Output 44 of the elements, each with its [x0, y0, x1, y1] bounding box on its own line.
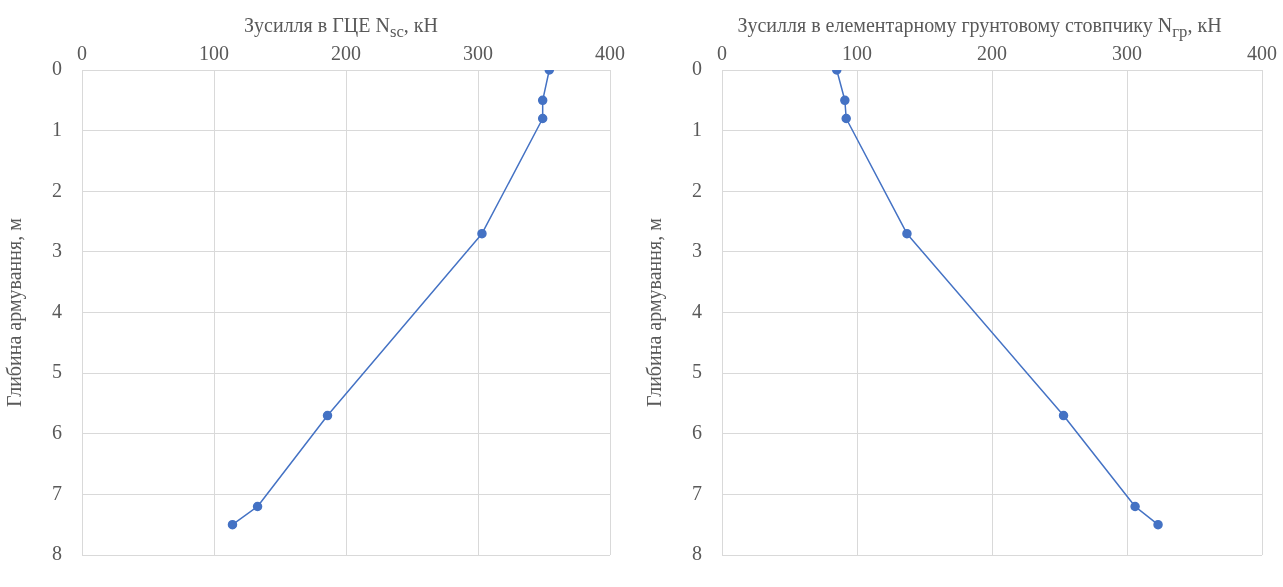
y-tick-label: 2: [52, 178, 62, 201]
y-axis-title: Глибина армування, м: [3, 217, 27, 407]
y-tick-label: 0: [52, 57, 62, 80]
point: [537, 113, 548, 124]
point: [902, 228, 912, 239]
x-tick-label: 200: [331, 42, 361, 65]
y-axis-title: Глибина армування, м: [643, 217, 667, 407]
x-tick-label: 100: [199, 42, 229, 65]
y-tick-label: 1: [52, 117, 62, 140]
y-tick-label: 3: [692, 239, 702, 262]
x-tick-label: 400: [1247, 42, 1277, 65]
x-axis-title: Зусилля в ГЦЕ N$_{sc}$, кН: [243, 14, 439, 42]
y-tick-label: 1: [692, 117, 702, 140]
y-tick-label: 6: [692, 421, 702, 443]
point: [1153, 519, 1163, 530]
y-tick-label: 8: [692, 542, 702, 565]
y-tick-label: 7: [52, 481, 62, 504]
point: [841, 113, 851, 124]
point: [1130, 501, 1140, 512]
y-tick-label: 4: [692, 299, 702, 322]
y-tick-label: 7: [692, 481, 702, 504]
x-axis-title: Зусилля в елементарному грунтовому стовпчику N$_{гр}$, кН: [736, 14, 1223, 42]
x-tick-label: 300: [1112, 42, 1142, 65]
x-tick-label: 100: [842, 42, 872, 65]
x-tick-label: 200: [977, 42, 1007, 65]
point: [1058, 410, 1069, 421]
point: [537, 95, 548, 106]
y-tick-label: 0: [692, 57, 702, 80]
y-tick-label: 3: [52, 239, 62, 262]
point: [322, 410, 333, 421]
point: [252, 501, 263, 512]
y-tick-label: 4: [52, 299, 62, 322]
point: [840, 95, 850, 106]
y-tick-label: 5: [52, 360, 62, 383]
point: [477, 228, 487, 239]
x-tick-label: 0: [77, 42, 87, 65]
y-tick-label: 8: [52, 542, 62, 565]
x-tick-label: 0: [717, 42, 727, 65]
x-tick-label: 400: [595, 42, 625, 65]
point: [227, 519, 238, 530]
y-tick-label: 5: [692, 360, 702, 383]
y-tick-label: 2: [692, 178, 702, 201]
x-tick-label: 300: [463, 42, 493, 65]
y-tick-label: 6: [52, 421, 62, 443]
